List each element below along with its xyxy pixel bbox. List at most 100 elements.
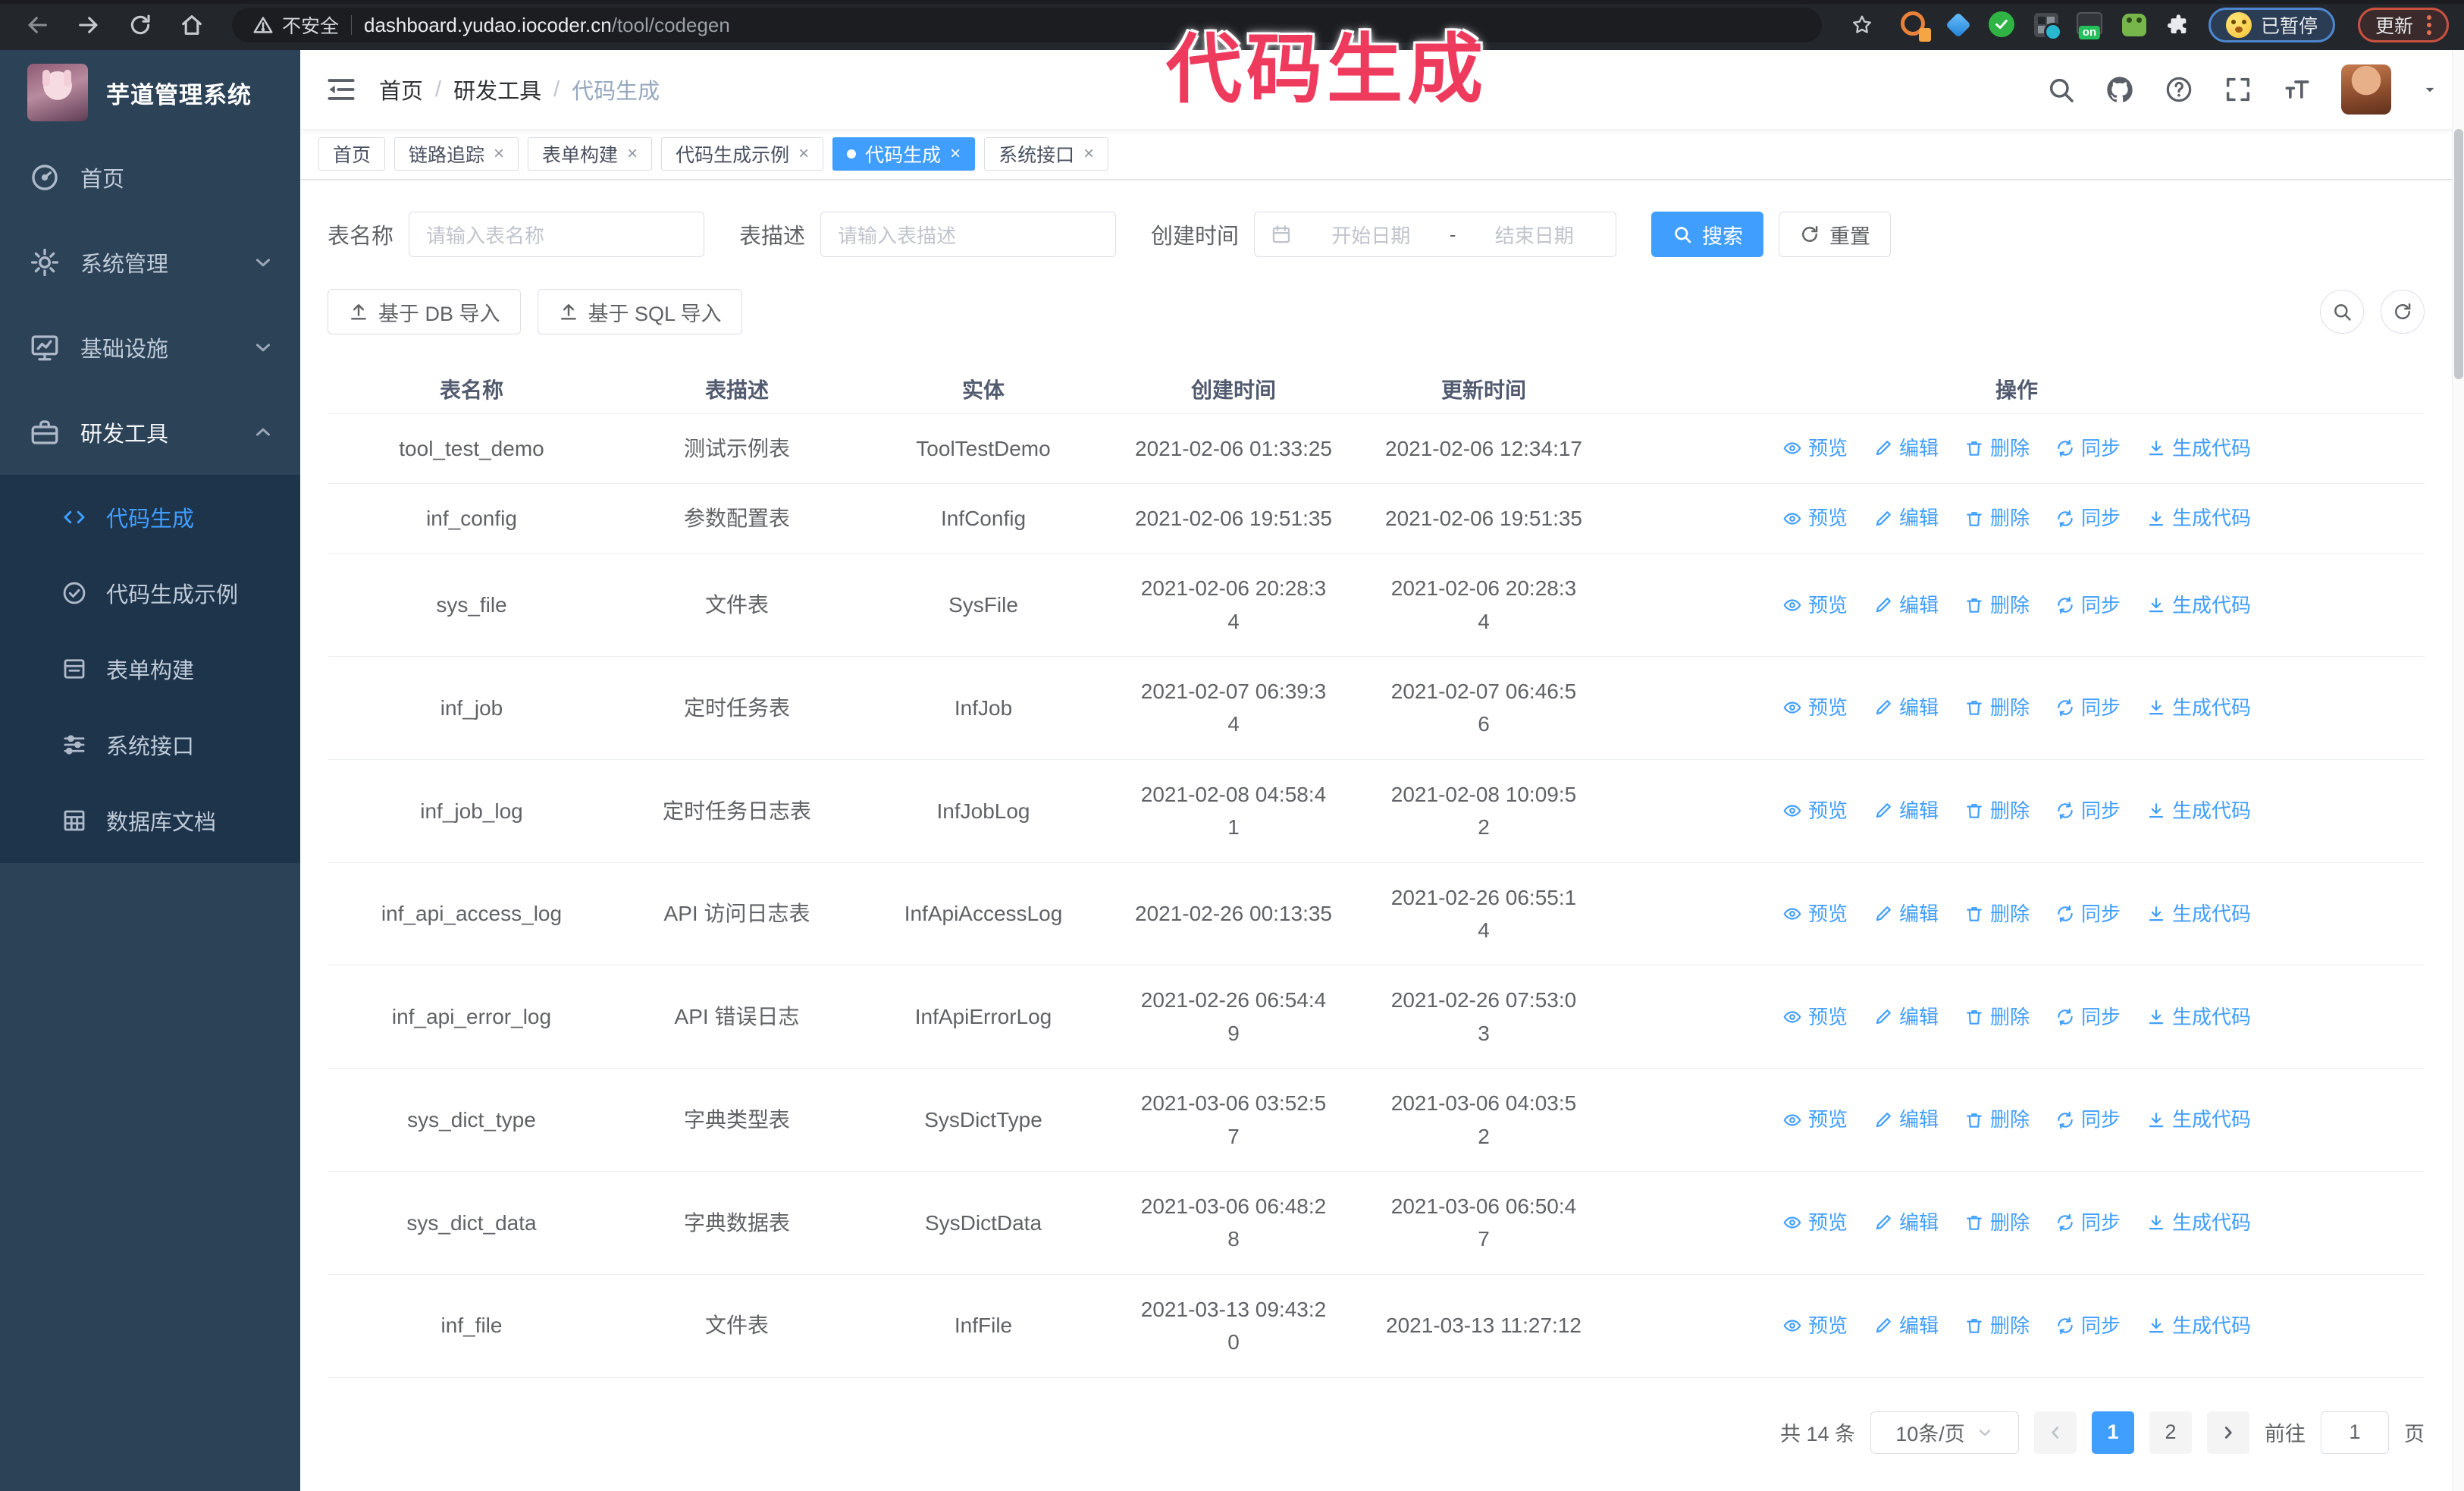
action-sync[interactable]: 同步 — [2055, 433, 2121, 463]
browser-update-button[interactable]: 更新 — [2357, 8, 2449, 42]
prev-page-button[interactable] — [2034, 1411, 2077, 1454]
extensions-puzzle-icon[interactable] — [2165, 11, 2192, 39]
action-preview[interactable]: 预览 — [1782, 899, 1848, 929]
action-delete[interactable]: 删除 — [1964, 1104, 2030, 1135]
goto-page-input[interactable]: 1 — [2321, 1411, 2389, 1454]
toggle-search-button[interactable] — [2320, 290, 2364, 334]
sidebar-item-codegen-example[interactable]: 代码生成示例 — [0, 555, 300, 631]
github-icon[interactable] — [2105, 74, 2135, 105]
page-size-select[interactable]: 10条/页 — [1870, 1411, 2019, 1454]
table-row[interactable]: tool_test_demo 测试示例表 ToolTestDemo 2021-0… — [328, 413, 2425, 484]
action-generate[interactable]: 生成代码 — [2146, 796, 2251, 826]
action-edit[interactable]: 编辑 — [1873, 1104, 1939, 1135]
action-preview[interactable]: 预览 — [1782, 590, 1848, 620]
action-delete[interactable]: 删除 — [1964, 1311, 2030, 1341]
table-row[interactable]: inf_config 参数配置表 InfConfig 2021-02-06 19… — [328, 483, 2425, 554]
action-generate[interactable]: 生成代码 — [2146, 1002, 2251, 1032]
action-edit[interactable]: 编辑 — [1873, 899, 1939, 929]
sidebar-item-home[interactable]: 首页 — [0, 135, 300, 220]
user-avatar[interactable] — [2341, 64, 2391, 115]
page-button-2[interactable]: 2 — [2149, 1411, 2192, 1454]
fullscreen-icon[interactable] — [2223, 74, 2253, 105]
scrollbar-thumb[interactable] — [2454, 129, 2463, 379]
refresh-table-button[interactable] — [2381, 290, 2425, 334]
action-sync[interactable]: 同步 — [2055, 1311, 2121, 1341]
sidebar-item-infra[interactable]: 基础设施 — [0, 305, 300, 390]
table-row[interactable]: inf_job 定时任务表 InfJob 2021-02-07 06:39:3 4… — [328, 656, 2425, 760]
action-preview[interactable]: 预览 — [1782, 1207, 1848, 1238]
table-row[interactable]: sys_dict_data 字典数据表 SysDictData 2021-03-… — [328, 1171, 2425, 1275]
extension-icon-gem[interactable] — [1945, 11, 1972, 39]
import-db-button[interactable]: 基于 DB 导入 — [328, 289, 521, 334]
font-size-icon[interactable] — [2282, 74, 2312, 105]
page-scrollbar[interactable] — [2452, 50, 2464, 1491]
table-name-input[interactable]: 请输入表名称 — [409, 212, 705, 257]
search-icon[interactable] — [2045, 74, 2076, 105]
table-row[interactable]: sys_dict_type 字典类型表 SysDictType 2021-03-… — [328, 1068, 2425, 1172]
sidebar-toggle-icon[interactable] — [324, 73, 358, 106]
action-delete[interactable]: 删除 — [1964, 433, 2030, 463]
browser-menu-dots-icon[interactable] — [2427, 23, 2431, 27]
action-delete[interactable]: 删除 — [1964, 590, 2030, 620]
action-sync[interactable]: 同步 — [2055, 692, 2121, 723]
action-edit[interactable]: 编辑 — [1873, 1002, 1939, 1032]
tag-form-builder[interactable]: 表单构建 × — [528, 137, 653, 171]
action-delete[interactable]: 删除 — [1964, 1207, 2030, 1238]
user-menu-caret-icon[interactable] — [2420, 80, 2440, 99]
table-row[interactable]: inf_api_access_log API 访问日志表 InfApiAcces… — [328, 862, 2425, 966]
action-preview[interactable]: 预览 — [1782, 503, 1848, 533]
action-generate[interactable]: 生成代码 — [2146, 692, 2251, 723]
profile-paused-button[interactable]: 已暂停 — [2208, 8, 2335, 42]
action-edit[interactable]: 编辑 — [1873, 1207, 1939, 1238]
extension-icon-orange[interactable] — [1900, 11, 1928, 39]
tag-tracing[interactable]: 链路追踪 × — [394, 137, 519, 171]
breadcrumb-devtools[interactable]: 研发工具 — [453, 80, 542, 104]
search-button[interactable]: 搜索 — [1651, 212, 1764, 257]
extension-icon-on-switch[interactable]: on — [2076, 11, 2104, 39]
table-row[interactable]: inf_api_error_log API 错误日志 InfApiErrorLo… — [328, 965, 2425, 1069]
sidebar-item-form-builder[interactable]: 表单构建 — [0, 631, 300, 707]
date-range-picker[interactable]: 开始日期 - 结束日期 — [1254, 212, 1617, 257]
action-generate[interactable]: 生成代码 — [2146, 1311, 2251, 1341]
action-delete[interactable]: 删除 — [1964, 503, 2030, 533]
table-row[interactable]: sys_file 文件表 SysFile 2021-02-06 20:28:3 4… — [328, 553, 2425, 658]
close-icon[interactable]: × — [627, 143, 638, 164]
import-sql-button[interactable]: 基于 SQL 导入 — [537, 289, 742, 334]
extension-icon-check[interactable] — [1988, 11, 2016, 39]
action-sync[interactable]: 同步 — [2055, 590, 2121, 620]
table-desc-input[interactable]: 请输入表描述 — [820, 212, 1117, 257]
browser-home-icon[interactable] — [170, 5, 214, 45]
breadcrumb-home[interactable]: 首页 — [379, 80, 424, 104]
action-generate[interactable]: 生成代码 — [2146, 1207, 2251, 1238]
next-page-button[interactable] — [2207, 1411, 2249, 1454]
close-icon[interactable]: × — [798, 143, 810, 164]
action-delete[interactable]: 删除 — [1964, 796, 2030, 826]
sidebar-item-devtools[interactable]: 研发工具 — [0, 390, 300, 475]
action-generate[interactable]: 生成代码 — [2146, 433, 2251, 463]
page-button-1[interactable]: 1 — [2092, 1411, 2134, 1454]
address-bar[interactable]: 不安全 dashboard.yudao.iocoder.cn/tool/code… — [232, 8, 1822, 42]
table-row[interactable]: inf_job_log 定时任务日志表 InfJobLog 2021-02-08… — [328, 759, 2425, 863]
sidebar-item-system[interactable]: 系统管理 — [0, 220, 300, 305]
sidebar-item-codegen[interactable]: 代码生成 — [0, 479, 300, 555]
action-edit[interactable]: 编辑 — [1873, 796, 1939, 826]
tag-api[interactable]: 系统接口 × — [984, 137, 1109, 171]
browser-reload-icon[interactable] — [118, 5, 162, 45]
action-preview[interactable]: 预览 — [1782, 692, 1848, 723]
app-logo-row[interactable]: 芋道管理系统 — [0, 50, 300, 135]
action-generate[interactable]: 生成代码 — [2146, 503, 2251, 533]
reset-button[interactable]: 重置 — [1779, 212, 1892, 257]
browser-back-icon[interactable] — [15, 5, 59, 45]
action-generate[interactable]: 生成代码 — [2146, 590, 2251, 620]
action-sync[interactable]: 同步 — [2055, 1104, 2121, 1135]
action-edit[interactable]: 编辑 — [1873, 590, 1939, 620]
action-preview[interactable]: 预览 — [1782, 1311, 1848, 1341]
close-icon[interactable]: × — [494, 143, 505, 164]
action-sync[interactable]: 同步 — [2055, 1002, 2121, 1032]
end-date-placeholder[interactable]: 结束日期 — [1494, 224, 1574, 247]
action-generate[interactable]: 生成代码 — [2146, 1104, 2251, 1135]
tag-codegen-active[interactable]: 代码生成 × — [832, 137, 976, 171]
sidebar-item-api[interactable]: 系统接口 — [0, 707, 300, 783]
close-icon[interactable]: × — [1083, 143, 1095, 164]
tag-codegen-example[interactable]: 代码生成示例 × — [661, 137, 824, 171]
